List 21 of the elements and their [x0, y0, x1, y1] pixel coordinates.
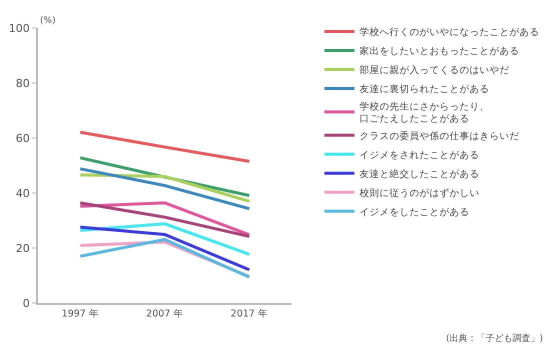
legend-label: 友達と絶交したことがある — [359, 168, 480, 180]
y-axis-title: (%) — [40, 16, 56, 26]
legend-label: 学校の先生にさからったり、口ごたえしたことがある — [359, 100, 490, 125]
text: (出典：「子ども調査」) — [446, 333, 544, 344]
legend-label: 友達に裏切られたことがある — [359, 83, 490, 96]
y-tick-label: 80 — [16, 76, 30, 90]
y-tick-label: 40 — [16, 186, 30, 200]
legend-label: 部屋に親が入ってくるのはいやだ — [359, 64, 510, 76]
x-tick-label: 2007 年 — [146, 307, 184, 320]
y-tick-label: 60 — [16, 132, 30, 145]
legend-label: イジメをされたことがある — [359, 150, 480, 161]
legend-label: クラスの委員や係の仕事はきらいだ — [359, 130, 520, 142]
legend-label: 家出をしたいとおもったことがある — [359, 45, 520, 58]
x-tick-label: 1997 年 — [62, 307, 99, 320]
legend-label: 校則に従うのがはずかしい — [358, 186, 480, 199]
y-tick-label: 0 — [22, 296, 30, 310]
legend-label: イジメをしたことがある — [359, 206, 470, 218]
legend-label: 学校へ行くのがいやになったことがある — [359, 26, 540, 38]
y-tick-label: 100 — [8, 22, 30, 35]
y-tick-label: 20 — [16, 242, 30, 255]
x-tick-label: 2017 年 — [230, 307, 268, 320]
